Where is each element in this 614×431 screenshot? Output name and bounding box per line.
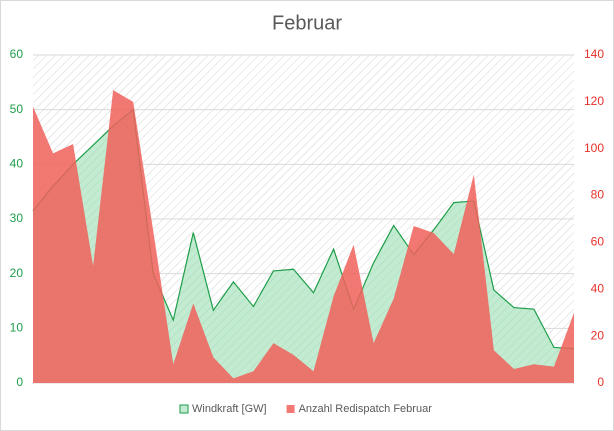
y2-tick-label: 40 xyxy=(591,281,605,295)
y-tick-label: 50 xyxy=(10,102,24,116)
y2-tick-label: 20 xyxy=(591,328,605,342)
y-tick-label: 40 xyxy=(10,157,24,171)
y-tick-label: 30 xyxy=(10,211,24,225)
y-tick-label: 20 xyxy=(10,266,24,280)
y-tick-label: 10 xyxy=(10,321,24,335)
y2-tick-label: 120 xyxy=(584,94,604,108)
legend-swatch xyxy=(286,405,295,413)
legend-swatch xyxy=(179,404,189,414)
y2-tick-label: 100 xyxy=(584,141,604,155)
y2-tick-label: 0 xyxy=(597,375,604,389)
y2-tick-label: 60 xyxy=(591,235,605,249)
y2-tick-label: 80 xyxy=(591,188,605,202)
area xyxy=(33,90,574,384)
y2-tick-label: 140 xyxy=(584,47,604,61)
chart-title: Februar xyxy=(272,12,342,34)
legend-label: Windkraft [GW] xyxy=(192,403,267,415)
legend-label: Anzahl Redispatch Februar xyxy=(299,403,433,415)
y-tick-label: 0 xyxy=(16,375,23,389)
y-tick-label: 60 xyxy=(10,47,24,61)
